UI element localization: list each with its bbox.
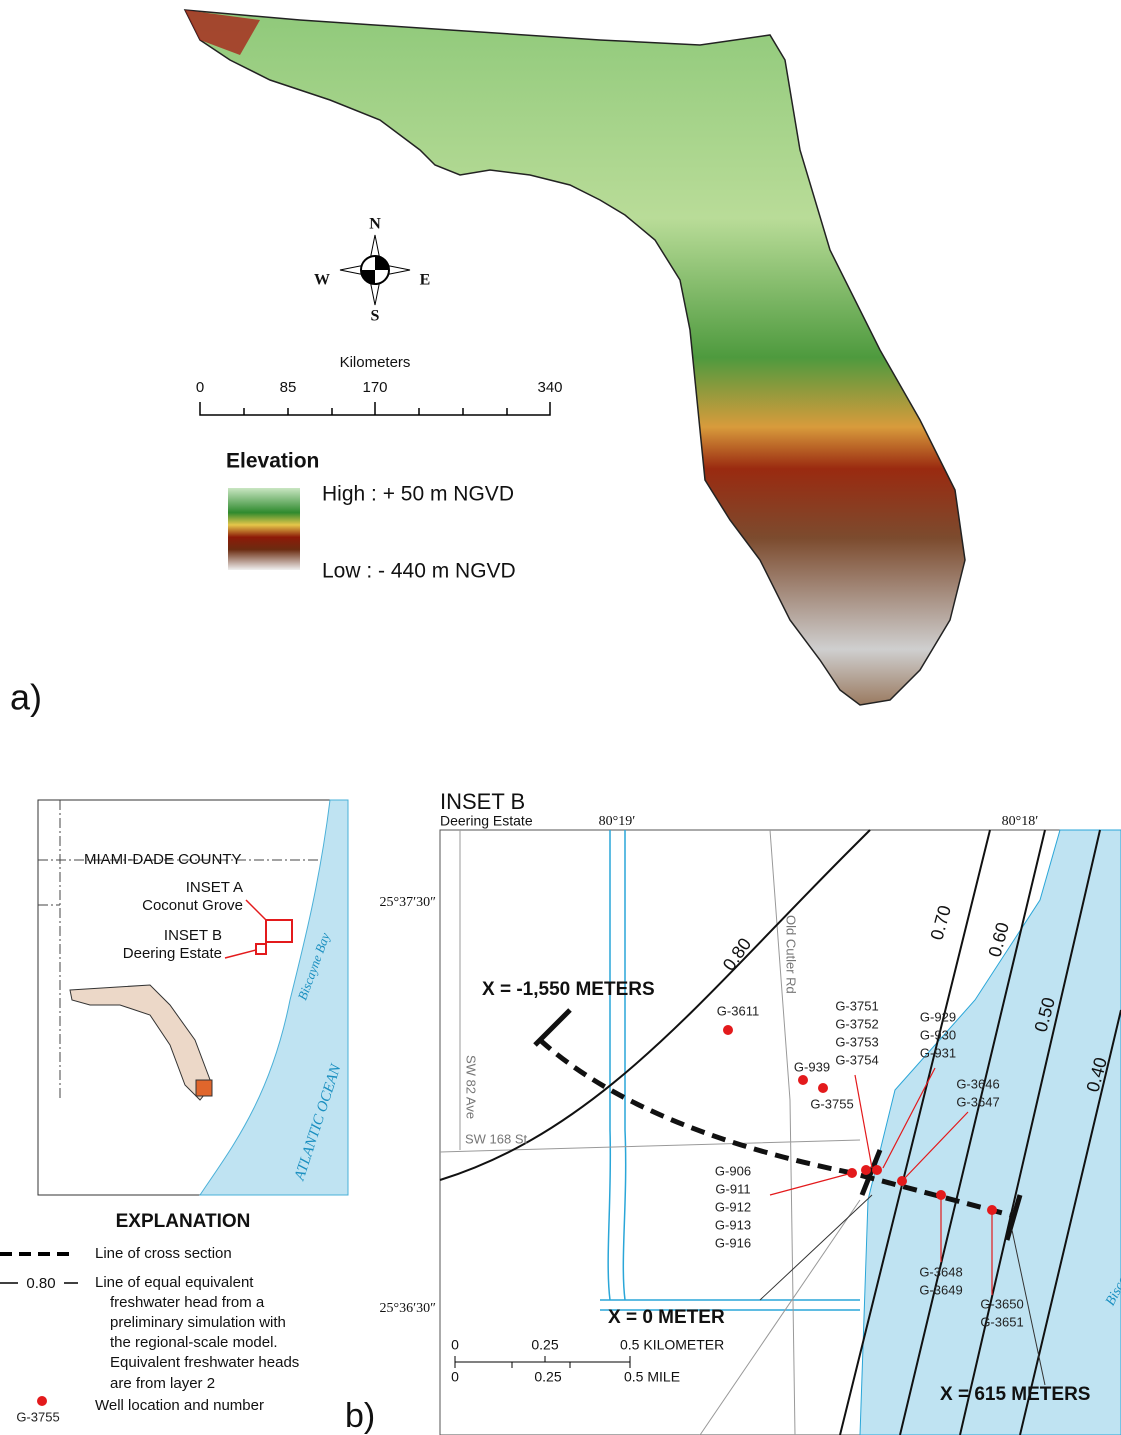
well-label: G-929 <box>920 1009 956 1024</box>
inset-b-label: Deering Estate <box>123 945 222 962</box>
road-label: Old Cutler Rd <box>784 915 799 994</box>
inset-subtitle: Deering Estate <box>440 813 533 829</box>
well-label: G-3648 <box>919 1264 962 1279</box>
well-label: G-3649 <box>919 1282 962 1297</box>
well-label: G-3755 <box>810 1096 853 1111</box>
scale-title: Kilometers <box>340 354 411 371</box>
legend-well: G-3755 <box>16 1409 59 1424</box>
well-label: G-3752 <box>835 1016 878 1031</box>
county-label: MIAMI-DADE COUNTY <box>84 851 242 868</box>
legend-text: the regional-scale model. <box>110 1334 278 1351</box>
inset-a-label: INSET A <box>186 879 243 896</box>
well-label: G-930 <box>920 1027 956 1042</box>
well-label: G-3753 <box>835 1034 878 1049</box>
inset-a-label: Coconut Grove <box>142 897 243 914</box>
panel-label: b) <box>345 1397 375 1435</box>
compass-e: E <box>420 272 431 289</box>
well-label: G-3611 <box>717 1003 759 1018</box>
well-label: G-916 <box>715 1235 751 1250</box>
scale-tick: 170 <box>362 379 387 396</box>
compass-s: S <box>371 308 380 325</box>
well-label: G-931 <box>920 1045 956 1060</box>
florida-elevation <box>185 10 965 705</box>
inset-b-label: INSET B <box>164 927 222 944</box>
scale-bar: Kilometers 0 85 170 340 <box>196 354 563 415</box>
scale-label: 0 <box>451 1337 459 1353</box>
legend-text: Equivalent freshwater heads <box>110 1354 299 1371</box>
compass-w: W <box>314 272 330 289</box>
scale-label: 0 <box>451 1369 459 1385</box>
road-label: SW 82 Ave <box>464 1055 479 1119</box>
well-label: G-3650 <box>980 1296 1023 1311</box>
well-label: G-911 <box>715 1181 750 1196</box>
well-label: G-906 <box>715 1163 751 1178</box>
inset-title: INSET B <box>440 789 525 814</box>
legend-text: Line of cross section <box>95 1245 232 1262</box>
figure: N S E W Kilometers 0 85 170 340 Elevatio… <box>0 0 1121 1435</box>
road-label: SW 168 St <box>465 1131 528 1146</box>
locator-map: MIAMI-DADE COUNTY INSET A Coconut Grove … <box>38 800 348 1195</box>
section-label: X = 615 METERS <box>940 1384 1090 1405</box>
lon-label: 80°19′ <box>599 814 636 829</box>
legend-text: Line of equal equivalent <box>95 1274 254 1291</box>
scale-label: 0.5 MILE <box>624 1369 680 1385</box>
section-label: X = 0 METER <box>608 1307 725 1328</box>
legend-text: freshwater head from a <box>110 1294 265 1311</box>
well-label: G-3751 <box>835 998 878 1013</box>
scale-tick: 340 <box>537 379 562 396</box>
legend-contour-label: 0.80 <box>26 1275 55 1292</box>
legend-high: High : + 50 m NGVD <box>322 483 514 506</box>
panel-label: a) <box>10 677 42 718</box>
legend-text: Well location and number <box>95 1397 264 1414</box>
scale-tick: 85 <box>280 379 297 396</box>
lat-label: 25°37′30″ <box>380 895 437 910</box>
section-label: X = -1,550 METERS <box>482 979 655 1000</box>
explanation-title: EXPLANATION <box>116 1211 251 1232</box>
explanation: EXPLANATION Line of cross section 0.80 L… <box>0 1211 375 1435</box>
elevation-legend: Elevation High : + 50 m NGVD Low : - 440… <box>226 450 516 583</box>
legend-low: Low : - 440 m NGVD <box>322 560 516 583</box>
scale-tick: 0 <box>196 379 204 396</box>
panel-a: N S E W Kilometers 0 85 170 340 Elevatio… <box>10 10 965 718</box>
legend-ramp <box>228 488 300 570</box>
well-label: G-3754 <box>835 1052 878 1067</box>
well-label: G-3647 <box>956 1094 999 1109</box>
well-label: G-913 <box>715 1217 751 1232</box>
well-label: G-3651 <box>980 1314 1023 1329</box>
lat-label: 25°36′30″ <box>380 1301 437 1316</box>
legend-text: are from layer 2 <box>110 1375 215 1392</box>
well-label: G-939 <box>794 1059 830 1074</box>
lon-label: 80°18′ <box>1002 814 1039 829</box>
legend-title: Elevation <box>226 450 319 473</box>
scale-label: 0.25 <box>534 1369 561 1385</box>
compass-n: N <box>369 216 381 233</box>
compass: N S E W <box>314 216 430 325</box>
inset-map: INSET B Deering Estate 80°19′ 80°18′ 25°… <box>380 789 1121 1435</box>
legend-text: preliminary simulation with <box>110 1314 286 1331</box>
well-label: G-3646 <box>956 1076 999 1091</box>
well-label: G-912 <box>715 1199 751 1214</box>
scale-label: 0.5 KILOMETER <box>620 1337 724 1353</box>
scale-label: 0.25 <box>531 1337 558 1353</box>
